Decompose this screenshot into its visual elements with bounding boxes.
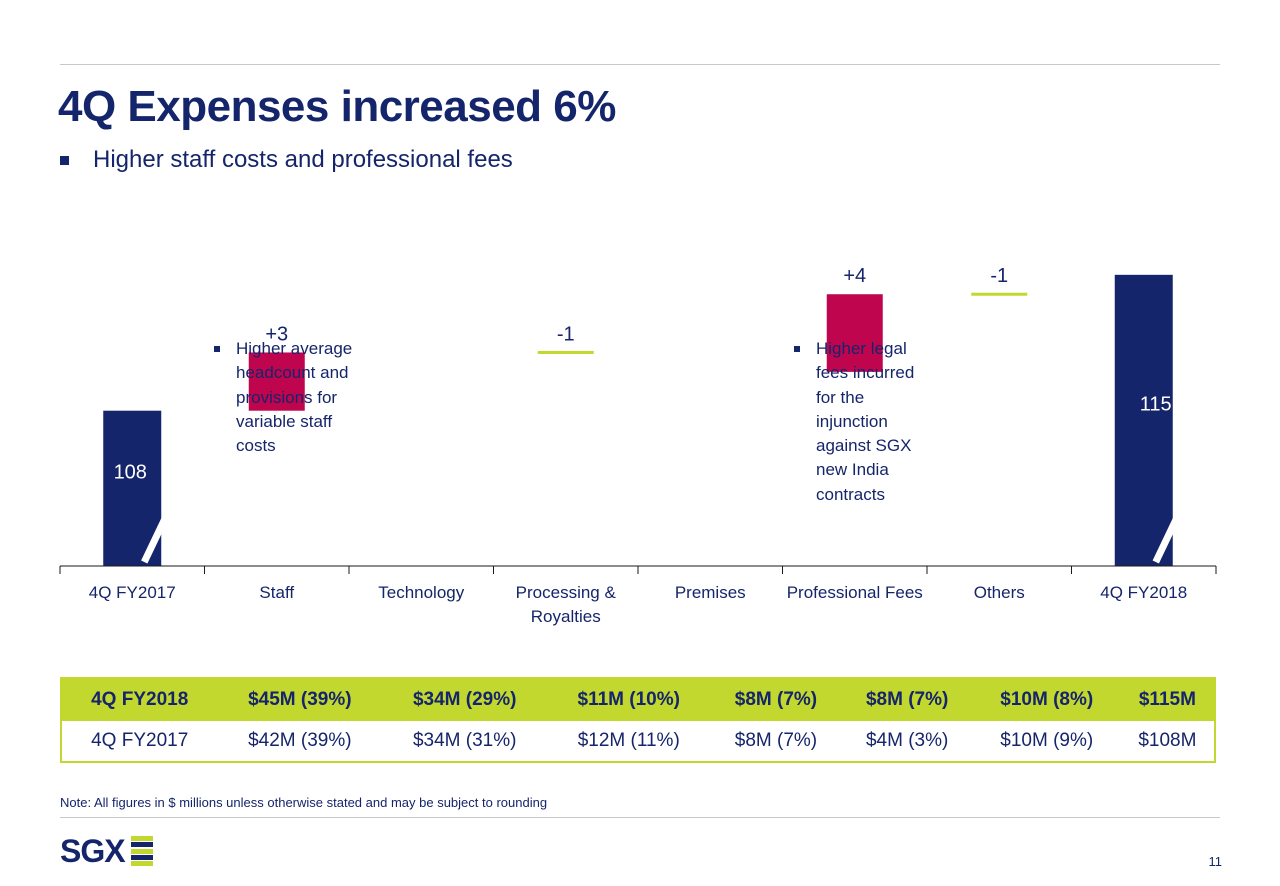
table-cell: $34M (29%)	[382, 678, 548, 721]
bar-increase	[248, 352, 305, 411]
table-cell: 4Q FY2017	[61, 721, 218, 762]
sgx-logo: SGX	[60, 835, 153, 867]
bullet-icon	[60, 155, 69, 165]
data-label: +4	[843, 265, 866, 287]
table-cell: $11M (10%)	[547, 678, 711, 721]
data-label: 108	[114, 461, 147, 483]
subtitle-text: Higher staff costs and professional fees	[93, 146, 513, 173]
table-cell: $34M (31%)	[382, 721, 548, 762]
professional-fees-note-text: Higher legal fees incurred for the injun…	[816, 339, 915, 504]
table-cell: $10M (8%)	[972, 678, 1121, 721]
top-rule	[60, 64, 1220, 65]
bullet-icon	[214, 346, 220, 352]
table-cell: $8M (7%)	[710, 721, 842, 762]
bottom-rule	[60, 817, 1220, 818]
bullet-icon	[794, 346, 800, 352]
logo-text: SGX	[60, 833, 126, 869]
table-cell: $45M (39%)	[217, 678, 383, 721]
x-tick-label: 4Q FY2018	[1100, 583, 1187, 602]
expense-breakdown-table: 4Q FY2018 $45M (39%) $34M (29%) $11M (10…	[60, 677, 1216, 763]
page-title: 4Q Expenses increased 6%	[58, 82, 616, 131]
waterfall-chart: 108 +3 -1 +4 -1 115 4Q FY2017 Staff Technology Pr…	[59, 265, 1217, 626]
axis-break-mark	[1152, 516, 1180, 564]
table-cell: 4Q FY2018	[61, 678, 218, 721]
bar-decrease	[971, 292, 1028, 296]
table-cell: $8M (7%)	[710, 678, 842, 721]
x-tick-label: 4Q FY2017	[89, 583, 176, 602]
axis-break-mark	[141, 516, 169, 564]
staff-note-text: Higher average headcount and provisions …	[236, 339, 353, 456]
staff-note: Higher average headcount and provisions …	[214, 337, 366, 458]
bar-increase	[826, 294, 883, 372]
x-tick-label: Processing & Royalties	[516, 583, 617, 626]
data-label: -1	[990, 265, 1008, 287]
x-tick-label: Staff	[259, 583, 294, 602]
table-row-fy2017: 4Q FY2017 $42M (39%) $34M (31%) $12M (11…	[61, 721, 1215, 762]
table-cell: $108M	[1120, 721, 1215, 762]
x-tick-label: Professional Fees	[787, 583, 923, 602]
table-cell: $10M (9%)	[972, 721, 1121, 762]
footnote: Note: All figures in $ millions unless o…	[60, 795, 548, 810]
subtitle: Higher staff costs and professional fees	[60, 146, 513, 174]
bar-total	[1114, 274, 1173, 566]
table-cell: $12M (11%)	[547, 721, 711, 762]
data-label: +3	[265, 323, 288, 345]
professional-fees-note: Higher legal fees incurred for the injun…	[794, 337, 928, 507]
data-label: -1	[557, 323, 575, 345]
data-label: 115	[1140, 393, 1172, 415]
x-tick-label: Others	[974, 583, 1025, 602]
table-row-fy2018: 4Q FY2018 $45M (39%) $34M (29%) $11M (10…	[61, 678, 1215, 721]
logo-bars-icon	[130, 836, 153, 866]
table-cell: $42M (39%)	[217, 721, 383, 762]
x-tick-label: Premises	[675, 583, 746, 602]
table-cell: $8M (7%)	[841, 678, 973, 721]
table-cell: $4M (3%)	[841, 721, 973, 762]
x-tick-label: Technology	[378, 583, 465, 602]
bar-decrease	[537, 350, 594, 354]
page-number: 11	[1208, 854, 1223, 869]
table-cell: $115M	[1120, 678, 1215, 721]
